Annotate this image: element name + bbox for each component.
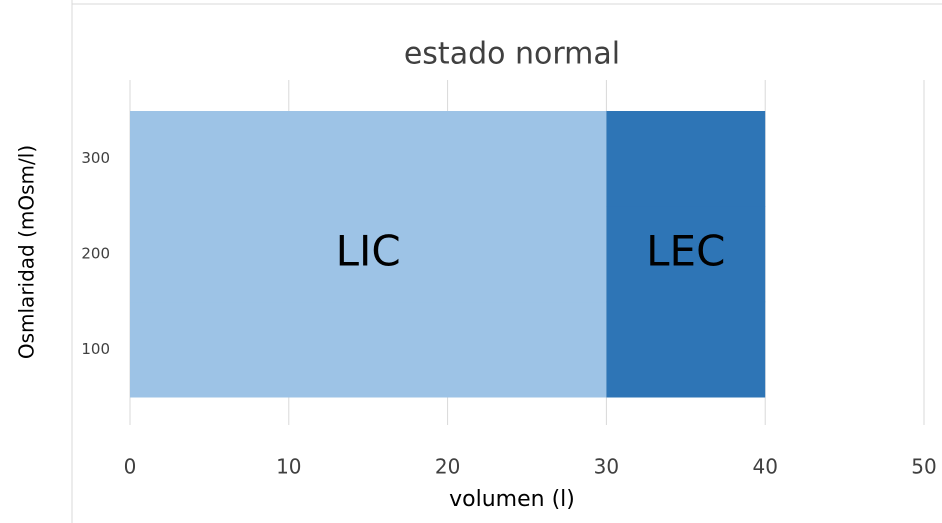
bar-segment <box>130 111 607 207</box>
x-tick-label: 50 <box>911 455 936 479</box>
chart-title: estado normal <box>404 37 620 72</box>
x-tick-label: 20 <box>435 455 460 479</box>
bar-segment <box>606 301 766 398</box>
x-tick-label: 30 <box>594 455 619 479</box>
y-axis-label: Osmlaridad (mOsm/l) <box>15 145 39 359</box>
bar-segment <box>130 206 607 303</box>
segment-label: LEC <box>646 227 725 276</box>
y-tick-label: 200 <box>81 245 110 263</box>
bar-segment <box>606 111 766 207</box>
x-tick-label: 40 <box>752 455 777 479</box>
y-tick-label: 300 <box>81 149 110 167</box>
y-tick-label: 100 <box>81 340 110 358</box>
x-tick-label: 10 <box>276 455 301 479</box>
x-tick-label: 0 <box>124 455 137 479</box>
segment-label: LIC <box>336 227 401 276</box>
x-axis-label: volumen (l) <box>449 487 575 512</box>
bar-segment <box>606 206 766 303</box>
bar-segment <box>130 301 607 398</box>
